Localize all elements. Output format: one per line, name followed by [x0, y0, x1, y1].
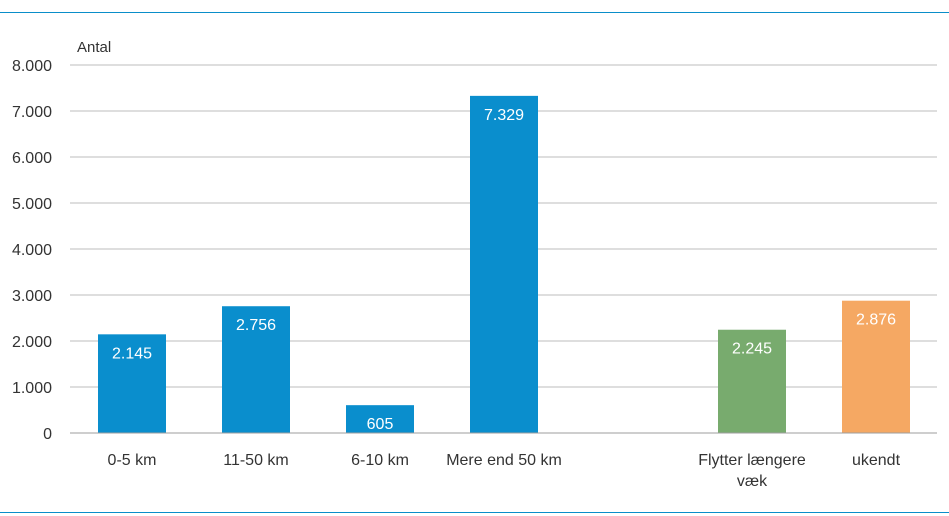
- gridlines: [70, 64, 937, 388]
- x-tick-label: Flytter længere: [698, 452, 806, 469]
- y-tick-label: 6.000: [12, 150, 52, 167]
- x-tick-label: 0-5 km: [108, 452, 157, 469]
- bar: [222, 306, 290, 433]
- x-tick-label: væk: [737, 473, 768, 490]
- x-tick-label: Mere end 50 km: [446, 452, 562, 469]
- bar-value-label: 2.245: [732, 341, 772, 358]
- bar: [718, 329, 786, 433]
- bar: [470, 95, 538, 433]
- bar: [98, 334, 166, 433]
- y-tick-labels: 0 1.000 2.000 3.000 4.000 5.000 6.000 7.000 8.00…: [12, 58, 52, 443]
- bars: 2.145 2.756 605 7.329 2.245 2.876: [98, 95, 910, 433]
- x-tick-labels: 0-5 km 11-50 km 6-10 km Mere end 50 km Flytt…: [108, 452, 901, 490]
- y-tick-label: 2.000: [12, 334, 52, 351]
- bar: [346, 405, 414, 433]
- y-tick-label: 7.000: [12, 104, 52, 121]
- y-tick-label: 3.000: [12, 288, 52, 305]
- y-tick-label: 0: [43, 426, 52, 443]
- y-tick-label: 1.000: [12, 380, 52, 397]
- y-axis-label: Antal: [77, 39, 111, 56]
- bar-value-label: 605: [367, 416, 394, 433]
- y-tick-label: 4.000: [12, 242, 52, 259]
- bar-value-label: 2.876: [856, 312, 896, 329]
- bar-value-label: 2.756: [236, 317, 276, 334]
- bar-value-label: 7.329: [484, 107, 524, 124]
- bar: [842, 300, 910, 433]
- bar-value-label: 2.145: [112, 345, 152, 362]
- y-tick-label: 5.000: [12, 196, 52, 213]
- top-rule: [0, 12, 949, 13]
- x-tick-label: 6-10 km: [351, 452, 409, 469]
- x-tick-label: 11-50 km: [223, 452, 289, 469]
- y-tick-label: 8.000: [12, 58, 52, 75]
- bottom-rule: [0, 512, 949, 513]
- x-tick-label: ukendt: [852, 452, 901, 469]
